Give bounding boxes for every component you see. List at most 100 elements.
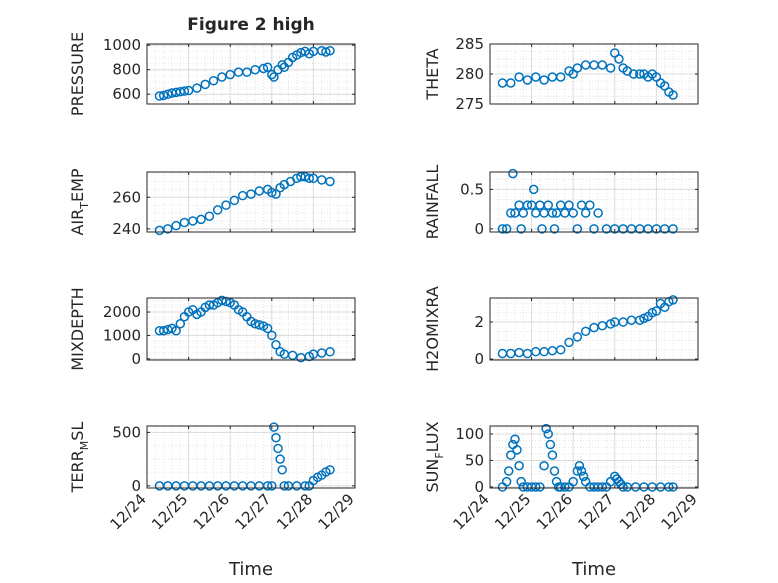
pressure-data-point — [262, 62, 273, 73]
pressure-data-point — [208, 75, 219, 86]
rainfall-data-point — [516, 224, 526, 234]
air_temp-data-point — [267, 187, 277, 198]
x-axis-label-left: Time — [228, 559, 273, 580]
mixdepth-data-point — [287, 350, 298, 361]
rainfall-data-point — [549, 224, 560, 234]
h2omixra-axes-background — [489, 297, 699, 361]
sun_flux-axes-background — [489, 425, 699, 489]
theta-data-point — [572, 63, 583, 73]
rainfall-ytick-label: 0 — [474, 220, 484, 238]
theta-data-point — [514, 72, 524, 82]
terr_msl-data-point — [262, 481, 273, 491]
terr_msl-data-point — [279, 481, 290, 491]
mixdepth-data-point — [271, 340, 281, 350]
theta-ytick-label: 275 — [455, 95, 484, 113]
air_temp-data-point — [163, 224, 173, 234]
sun_flux-data-point — [545, 439, 556, 450]
pressure-data-point — [225, 69, 235, 80]
subplot-mixdepth: 0 1000 2000 MIXDEPTH — [68, 287, 356, 371]
mixdepth-axes-background — [146, 297, 356, 361]
mixdepth-data-point — [204, 300, 215, 310]
sun_flux-data-point — [506, 450, 516, 460]
air_temp-data-point — [246, 189, 256, 199]
mixdepth-data-point — [158, 326, 169, 336]
terr_msl-ytick-label: 500 — [112, 423, 141, 441]
rainfall-data-point — [537, 224, 547, 234]
x-axis-label-right: Time — [571, 559, 616, 580]
air_temp-data-point — [171, 220, 181, 231]
air_temp-data-point — [196, 214, 206, 225]
sun_flux-data-point — [541, 423, 551, 434]
terr_msl-data-point — [271, 433, 281, 443]
rainfall-data-point — [522, 200, 533, 210]
h2omixra-y-axis-label: H2OMIXRA — [423, 286, 442, 372]
pressure-data-point — [258, 63, 269, 74]
mixdepth-y-axis-label: MIXDEPTH — [68, 287, 87, 370]
theta-data-point — [539, 75, 549, 85]
terr_msl-ytick-label: 0 — [131, 477, 141, 495]
air_temp-data-point — [221, 200, 231, 210]
pressure-data-point — [179, 86, 190, 96]
mixdepth-ytick-label: 1000 — [103, 326, 141, 344]
sun_flux-data-point — [503, 466, 514, 476]
sun_flux-data-point — [547, 450, 558, 460]
rainfall-data-point — [668, 224, 678, 234]
air_temp-data-point — [204, 211, 215, 221]
rainfall-data-point — [508, 168, 518, 179]
sun_flux-data-point — [543, 429, 553, 439]
theta-data-point — [522, 75, 533, 85]
rainfall-data-point — [572, 224, 583, 234]
h2omixra-data-point — [564, 337, 574, 348]
air_temp-data-point — [325, 176, 335, 187]
mixdepth-axes-frame — [146, 297, 356, 361]
sun_flux-data-point — [572, 466, 583, 476]
rainfall-data-point — [568, 208, 578, 218]
sun_flux-data-point — [531, 482, 541, 492]
rainfall-data-point — [501, 224, 512, 234]
sun_flux-data-point — [560, 482, 570, 492]
mixdepth-data-point — [262, 323, 273, 334]
sun_flux-axes-frame — [489, 425, 699, 489]
pressure-data-point — [325, 45, 335, 56]
pressure-data-point — [183, 85, 194, 96]
h2omixra-ytick-label: 2 — [474, 313, 484, 331]
air_temp-data-point — [212, 205, 223, 215]
sun_flux-data-point — [514, 460, 524, 471]
rainfall-data-point — [518, 208, 529, 218]
terr_msl-data-point — [300, 481, 310, 491]
terr_msl-y-axis-label: TERRMSL — [68, 422, 91, 494]
figure-title: Figure 2 high — [187, 15, 315, 35]
sun_flux-data-point — [539, 460, 549, 471]
air_temp-y-axis-label: AIRTEMP — [68, 168, 91, 235]
h2omixra-data-point — [651, 306, 662, 316]
pressure-y-axis-label: PRESSURE — [68, 32, 87, 116]
pressure-data-point — [242, 67, 252, 77]
mixdepth-data-point — [171, 326, 181, 336]
pressure-data-point — [269, 72, 279, 82]
rainfall-data-point — [497, 224, 508, 234]
theta-ytick-label: 285 — [455, 35, 484, 53]
air_temp-data-point — [229, 195, 240, 206]
sun_flux-ytick-label: 100 — [455, 425, 484, 443]
sun_flux-data-point — [516, 476, 526, 487]
subplot-theta: 275 280 285 THETA — [423, 35, 699, 113]
subplot-air_temp: 240 260 AIRTEMP — [68, 168, 356, 238]
sun_flux-data-point — [664, 482, 674, 492]
terr_msl-data-point — [325, 465, 335, 475]
air_temp-data-point — [271, 189, 281, 199]
air_temp-ytick-label: 260 — [112, 188, 141, 206]
pressure-data-point — [267, 69, 277, 80]
theta-data-point — [628, 69, 639, 79]
theta-y-axis-label: THETA — [423, 48, 442, 100]
sun_flux-data-point — [549, 466, 560, 476]
theta-data-point — [635, 69, 645, 79]
subplot-rainfall: 0 0.5 RAINFALL — [423, 165, 699, 239]
rainfall-data-point — [589, 224, 599, 234]
terr_msl-data-point — [273, 443, 283, 454]
theta-axes-frame — [489, 43, 699, 105]
sun_flux-data-point — [574, 460, 585, 471]
air_temp-ytick-label: 240 — [112, 220, 141, 238]
pressure-data-point — [217, 72, 227, 82]
sun_flux-data-point — [597, 482, 608, 492]
